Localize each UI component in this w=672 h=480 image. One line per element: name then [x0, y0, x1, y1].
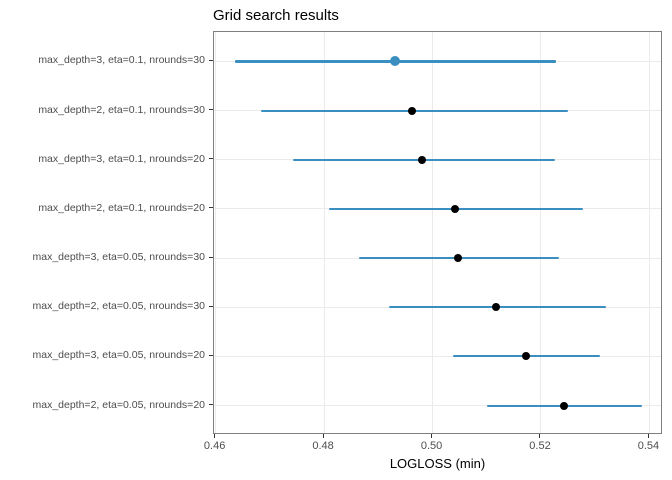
y-tick-label: max_depth=3, eta=0.1, nrounds=20 [38, 152, 205, 165]
y-axis-tick [209, 59, 213, 61]
x-gridline [540, 32, 542, 433]
y-axis-tick [209, 256, 213, 258]
plot-title: Grid search results [213, 7, 339, 24]
y-tick-label: max_depth=2, eta=0.05, nrounds=30 [32, 300, 205, 313]
mean-dot [408, 106, 417, 115]
x-axis-tick [322, 434, 324, 438]
y-tick-label: max_depth=3, eta=0.1, nrounds=30 [38, 54, 205, 67]
x-gridline [215, 32, 217, 433]
x-axis-title: LOGLOSS (min) [389, 456, 486, 471]
x-gridline [432, 32, 434, 433]
x-tick-label: 0.46 [203, 440, 226, 452]
mean-dot [451, 204, 460, 213]
mean-dot [521, 352, 530, 361]
y-tick-label: max_depth=2, eta=0.1, nrounds=20 [38, 201, 205, 214]
y-axis-tick [209, 207, 213, 209]
y-tick-label: max_depth=3, eta=0.05, nrounds=20 [32, 349, 205, 362]
x-tick-label: 0.50 [420, 440, 443, 452]
mean-dot [560, 401, 569, 410]
y-tick-label: max_depth=3, eta=0.05, nrounds=30 [32, 251, 205, 264]
mean-dot [389, 56, 400, 67]
y-axis-tick [209, 158, 213, 160]
x-tick-label: 0.48 [312, 440, 334, 452]
y-axis-tick [209, 109, 213, 111]
x-gridline [323, 32, 325, 433]
mean-dot [418, 155, 427, 164]
x-tick-label: 0.54 [637, 440, 660, 452]
mean-dot [491, 303, 500, 312]
y-axis-tick [209, 404, 213, 405]
mean-dot [454, 254, 463, 263]
y-axis-tick [209, 305, 213, 307]
y-gridline [214, 405, 661, 406]
y-tick-label: max_depth=2, eta=0.05, nrounds=20 [32, 398, 205, 411]
x-axis-tick [431, 434, 433, 438]
plot-panel [213, 31, 662, 434]
y-axis-tick [209, 354, 213, 356]
x-gridline [648, 32, 650, 433]
x-axis-tick [539, 434, 541, 438]
y-gridline [214, 355, 661, 357]
x-tick-label: 0.52 [529, 440, 551, 452]
x-axis-tick [647, 434, 649, 438]
x-axis-tick [214, 434, 216, 438]
y-tick-label: max_depth=2, eta=0.1, nrounds=30 [38, 103, 205, 116]
